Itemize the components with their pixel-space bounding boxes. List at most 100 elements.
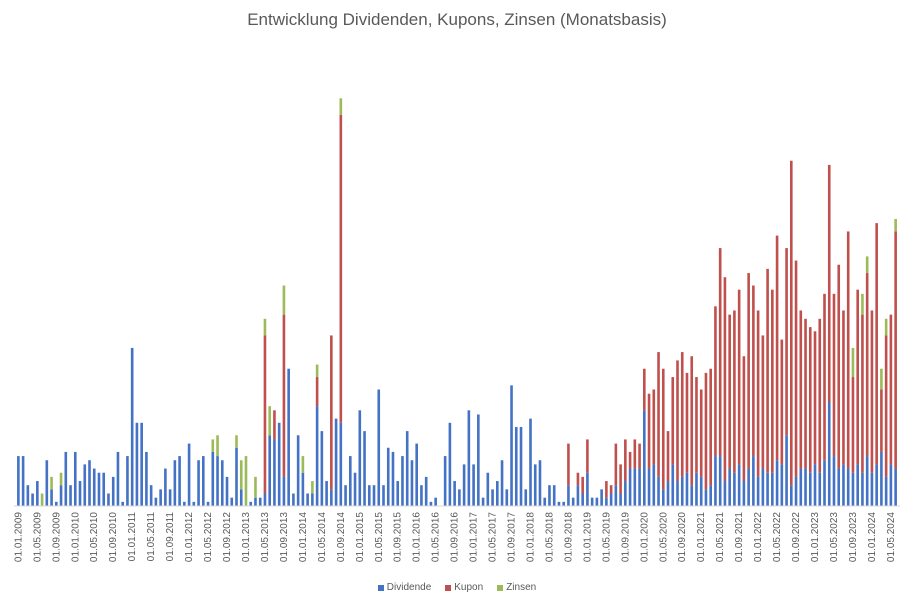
bar-dividende — [26, 485, 30, 506]
bar-dividende — [690, 485, 694, 506]
bar-dividende — [462, 464, 466, 506]
bar-dividende — [614, 485, 618, 506]
bar-kupon — [747, 273, 750, 469]
bar-kupon — [315, 377, 319, 407]
bar-zinsen — [339, 98, 343, 115]
bar-dividende — [325, 481, 328, 506]
x-tick-label: 01.01.2024 — [867, 512, 878, 562]
bar-dividende — [311, 493, 314, 506]
bar-dividende — [277, 422, 281, 506]
x-tick-label: 01.09.2019 — [620, 512, 631, 562]
bar-kupon — [756, 310, 760, 477]
chart-title: Entwicklung Dividenden, Kupons, Zinsen (… — [247, 10, 667, 29]
bar-dividende — [334, 418, 338, 506]
bar-kupon — [643, 368, 646, 411]
legend-label-zinsen: Zinsen — [506, 582, 537, 593]
bar-kupon — [282, 314, 286, 477]
bar-dividende — [880, 451, 883, 506]
legend-swatch-zinsen — [497, 584, 504, 591]
bar-kupon — [624, 439, 627, 482]
bar-kupon — [775, 235, 779, 461]
bar-kupon — [714, 306, 717, 457]
bar-zinsen — [301, 456, 305, 473]
x-tick-label: 01.01.2014 — [298, 512, 309, 562]
bar-dividende — [107, 493, 110, 506]
bar-dividende — [477, 414, 480, 506]
bar-dividende — [301, 472, 305, 506]
bar-dividende — [36, 481, 39, 506]
bar-kupon — [752, 285, 755, 457]
bar-dividende — [846, 468, 850, 506]
bar-dividende — [775, 460, 779, 506]
x-tick-label: 01.01.2022 — [753, 512, 764, 562]
x-tick-label: 01.05.2020 — [658, 512, 669, 562]
bar-kupon — [880, 389, 883, 452]
bar-dividende — [524, 489, 528, 506]
bar-dividende — [605, 497, 608, 506]
legend-label-dividende: Dividende — [386, 582, 432, 593]
bar-dividende — [704, 489, 708, 506]
bar-kupon — [581, 476, 584, 494]
legend: Dividende Kupon Zinsen — [0, 582, 914, 593]
bar-kupon — [761, 335, 765, 469]
x-tick-label: 01.01.2015 — [355, 512, 366, 562]
x-tick-label: 01.05.2017 — [488, 512, 499, 562]
bar-dividende — [742, 481, 746, 506]
x-tick-label: 01.01.2021 — [696, 512, 707, 562]
bar-dividende — [889, 464, 893, 506]
bar-dividende — [363, 431, 366, 506]
bar-dividende — [752, 456, 755, 506]
bar-dividende — [330, 489, 333, 506]
bar-dividende — [813, 464, 817, 506]
bar-dividende — [695, 472, 698, 506]
bar-dividende — [230, 497, 234, 506]
bar-dividende — [771, 472, 774, 506]
x-tick-label: 01.05.2011 — [146, 512, 157, 562]
x-tick-label: 01.01.2013 — [241, 512, 252, 562]
bar-dividende — [17, 456, 20, 506]
bar-dividende — [624, 481, 627, 506]
bar-zinsen — [211, 439, 215, 452]
bar-dividende — [344, 485, 347, 506]
bar-dividende — [88, 460, 91, 506]
bar-dividende — [870, 472, 874, 506]
bar-kupon — [628, 451, 632, 469]
bar-kupon — [837, 264, 841, 469]
bar-dividende — [714, 456, 717, 506]
bar-dividende — [59, 485, 63, 506]
x-tick-label: 01.09.2016 — [450, 512, 461, 562]
bar-kupon — [263, 335, 267, 494]
x-tick-label: 01.09.2012 — [222, 512, 233, 562]
x-tick-label: 01.05.2014 — [317, 512, 328, 562]
bar-kupon — [339, 114, 343, 423]
bar-dividende — [358, 410, 362, 506]
bar-dividende — [799, 468, 803, 506]
bar-dividende — [64, 451, 68, 506]
bar-kupon — [894, 231, 897, 469]
x-tick-label: 01.05.2019 — [601, 512, 612, 562]
bar-dividende — [733, 472, 736, 506]
bar-zinsen — [268, 406, 271, 436]
x-tick-label: 01.09.2022 — [791, 512, 802, 562]
bar-dividende — [780, 464, 784, 506]
bar-dividende — [192, 501, 196, 506]
bar-kupon — [818, 318, 822, 473]
bar-kupon — [695, 377, 698, 473]
bar-dividende — [723, 481, 727, 506]
bar-dividende — [31, 493, 34, 506]
bar-kupon — [813, 331, 817, 465]
bar-dividende — [467, 410, 471, 506]
bar-kupon — [567, 443, 570, 486]
bar-kupon — [733, 310, 736, 473]
x-tick-label: 01.05.2024 — [886, 512, 897, 562]
bar-dividende — [45, 460, 49, 506]
bar-kupon — [842, 310, 845, 465]
legend-swatch-dividende — [377, 584, 384, 591]
bar-dividende — [600, 489, 603, 506]
bar-dividende — [500, 460, 504, 506]
x-tick-label: 01.05.2018 — [545, 512, 556, 562]
bar-dividende — [216, 456, 219, 506]
bar-dividende — [83, 464, 87, 506]
bar-dividende — [790, 485, 793, 506]
x-tick-label: 01.01.2012 — [184, 512, 195, 562]
